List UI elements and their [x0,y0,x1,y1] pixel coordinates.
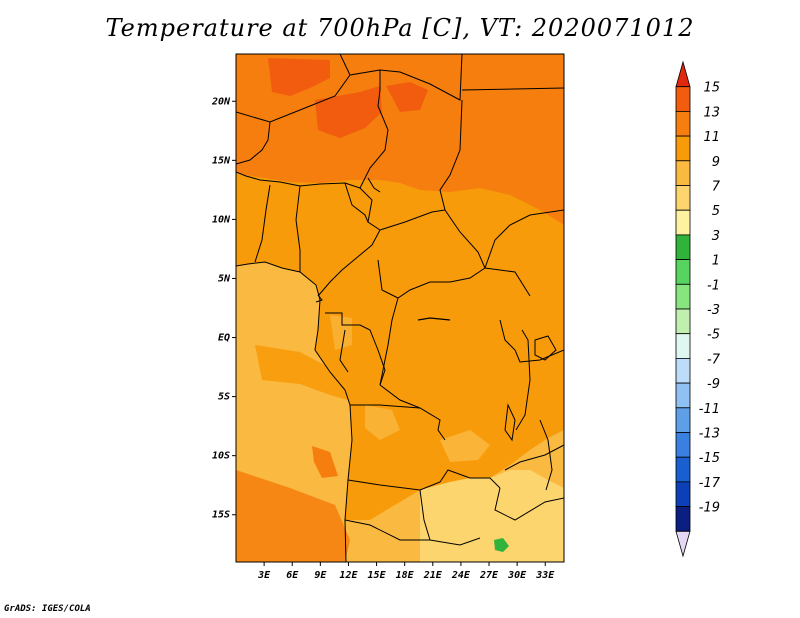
lat-tick-label: EQ [218,333,230,344]
colorbar-label: 11 [703,130,720,145]
colorbar-label: 1 [712,254,720,269]
lat-tick-label: 10N [212,214,231,225]
colorbar-segment [675,86,691,112]
southern-transition-land [345,490,420,540]
colorbar-segment [675,506,691,532]
colorbar-label: 3 [712,229,720,244]
longitude-axis: 3E 6E 9E 12E 15E 18E 21E 24E 27E 30E 33E [257,562,555,581]
lon-tick-label: 27E [479,570,499,581]
political-borders [236,54,564,562]
southern-ocean-warm-patch [236,470,350,562]
lat-tick-label: 5S [218,392,230,403]
land-light-patch [440,430,490,462]
lon-tick-label: 6E [286,570,299,581]
grads-credit: GrADS: IGES/COLA [4,604,91,614]
lon-tick-label: 30E [507,570,527,581]
colorbar-segment [675,259,691,285]
temperature-field [236,54,564,562]
colorbar-segment [675,160,691,186]
colorbar-segment [675,382,691,409]
lat-tick-label: 5N [218,273,231,284]
colorbar-bottom-triangle [675,530,691,558]
colorbar-segment [675,185,691,211]
colorbar-label: -11 [699,402,720,417]
lon-tick-label: 15E [368,570,387,581]
lat-tick-label: 20N [211,96,231,107]
colorbar-top-triangle [675,60,691,88]
hot-core-north [386,82,428,112]
colorbar-label: 7 [712,180,721,195]
cold-spot [494,538,509,552]
ocean-warm-streak [312,446,338,478]
land-light-patch-2 [365,405,400,440]
colorbar-label: -7 [707,352,721,367]
colorbar-segment [675,135,691,162]
colorbar-label: -19 [699,501,720,516]
gabon-light-patch [330,315,352,350]
lon-tick-label: 9E [314,570,327,581]
colorbar-label: -9 [707,377,720,392]
colorbar-segment [675,357,691,384]
colorbar-label: -17 [699,476,721,491]
colorbar-segment [675,407,691,433]
hot-core-northwest [268,58,330,96]
colorbar-label: -5 [707,328,720,343]
lon-tick-label: 12E [339,570,358,581]
southern-cool-land [420,470,564,562]
lon-tick-label: 3E [257,570,271,581]
colorbar-segment [675,481,691,507]
colorbar-segment [675,209,691,236]
colorbar-label: 15 [703,81,720,96]
latitude-axis: 20N 15N 10N 5N EQ 5S 10S 15S [211,96,236,521]
lon-tick-label: 18E [396,570,415,581]
lat-tick-label: 15S [212,510,230,521]
colorbar: 15 13 11 9 7 5 3 1 -1 -3 -5 -7 -9 -11 -13 -15 -17 -19 [675,60,721,558]
colorbar-segment [675,432,691,458]
colorbar-label: 13 [703,105,720,120]
colorbar-label: -13 [699,427,720,442]
northern-warm-band [236,54,564,225]
colorbar-segment [675,111,691,137]
coastal-warm-zone [255,345,348,400]
lon-tick-label: 24E [451,570,471,581]
colorbar-segment [675,333,691,359]
map-frame [235,53,565,563]
colorbar-segment [675,456,691,483]
colorbar-label: 9 [712,155,720,170]
map-title: Temperature at 700hPa [C], VT: 202007101… [105,14,695,42]
colorbar-label: -15 [699,451,720,466]
lat-tick-label: 10S [212,451,230,462]
lon-tick-label: 33E [535,570,555,581]
colorbar-segment [675,308,691,335]
colorbar-label: 5 [712,204,720,219]
lat-tick-label: 15N [212,155,231,166]
colorbar-label: -1 [707,278,720,293]
hot-core-central [315,86,382,138]
colorbar-label: -3 [707,303,720,318]
colorbar-segment [675,234,691,260]
colorbar-segment [675,283,691,310]
lon-tick-label: 21E [423,570,443,581]
